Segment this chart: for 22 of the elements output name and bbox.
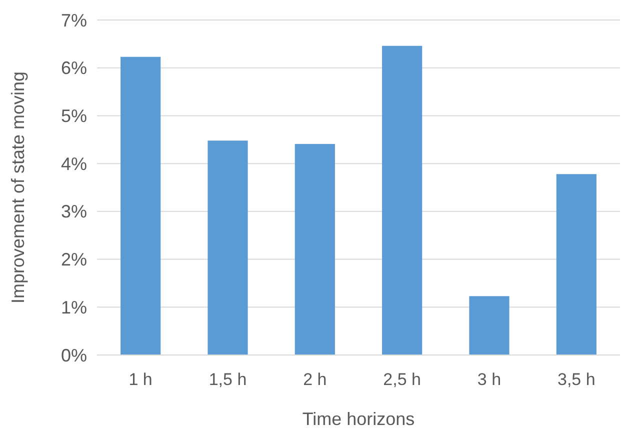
x-tick-label: 1,5 h bbox=[208, 370, 247, 389]
bar bbox=[556, 174, 596, 355]
bar bbox=[294, 144, 335, 355]
y-tick-label: 7% bbox=[60, 10, 87, 30]
bar bbox=[120, 56, 161, 355]
x-tick-label: 1 h bbox=[128, 370, 152, 389]
x-tick-label: 2 h bbox=[303, 370, 327, 389]
x-axis-title: Time horizons bbox=[302, 409, 415, 429]
y-tick-label: 5% bbox=[60, 106, 87, 126]
x-tick-label: 3 h bbox=[477, 370, 502, 389]
bar bbox=[469, 296, 510, 355]
x-tick-label: 3,5 h bbox=[558, 370, 596, 389]
y-tick-label: 3% bbox=[60, 202, 87, 222]
bar bbox=[382, 46, 422, 355]
y-tick-label: 4% bbox=[60, 154, 87, 174]
bar bbox=[208, 140, 248, 355]
x-tick-label: 2,5 h bbox=[383, 370, 421, 389]
y-tick-label: 0% bbox=[60, 345, 87, 366]
y-axis-title: Improvement of state moving bbox=[8, 71, 28, 304]
y-tick-label: 6% bbox=[60, 58, 87, 78]
y-tick-label: 2% bbox=[60, 250, 87, 270]
y-tick-label: 1% bbox=[60, 297, 87, 318]
